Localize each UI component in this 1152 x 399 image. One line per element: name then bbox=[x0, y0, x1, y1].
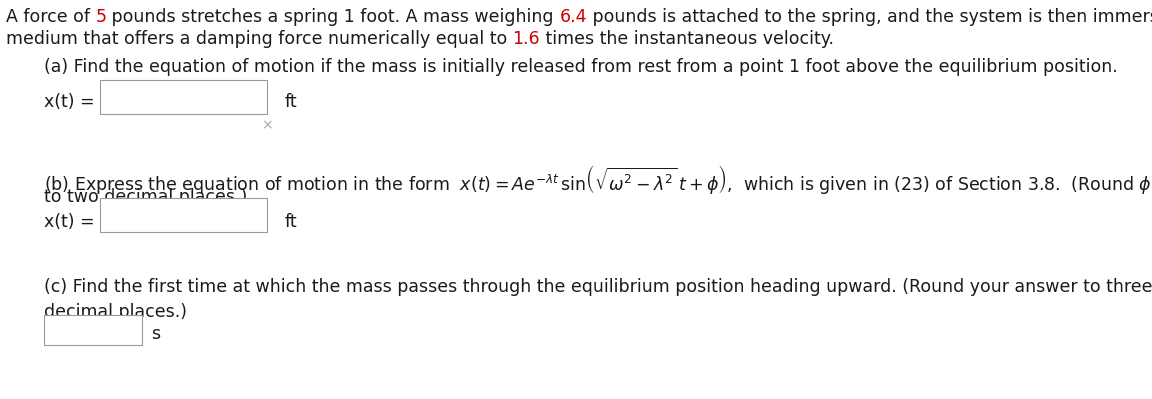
Bar bbox=[100, 198, 267, 232]
Text: A force of: A force of bbox=[6, 8, 96, 26]
Text: (c) Find the first time at which the mass passes through the equilibrium positio: (c) Find the first time at which the mas… bbox=[44, 278, 1152, 296]
Text: x(t) =: x(t) = bbox=[44, 93, 94, 111]
Text: ×: × bbox=[262, 118, 273, 132]
Text: 5: 5 bbox=[96, 8, 106, 26]
Bar bbox=[100, 80, 267, 114]
Text: to two decimal places.): to two decimal places.) bbox=[44, 188, 247, 206]
Text: s: s bbox=[151, 325, 160, 343]
Text: decimal places.): decimal places.) bbox=[44, 303, 187, 321]
Text: ft: ft bbox=[285, 213, 297, 231]
Text: x(t) =: x(t) = bbox=[44, 213, 94, 231]
Text: pounds stretches a spring 1 foot. A mass weighing: pounds stretches a spring 1 foot. A mass… bbox=[106, 8, 559, 26]
Text: (b) Express the equation of motion in the form  $x(t) = Ae^{-\lambda t}\,\sin\!\: (b) Express the equation of motion in th… bbox=[44, 163, 1152, 196]
Text: medium that offers a damping force numerically equal to: medium that offers a damping force numer… bbox=[6, 30, 513, 48]
Text: 6.4: 6.4 bbox=[559, 8, 586, 26]
Text: 1.6: 1.6 bbox=[513, 30, 540, 48]
Text: (a) Find the equation of motion if the mass is initially released from rest from: (a) Find the equation of motion if the m… bbox=[44, 58, 1117, 76]
Text: pounds is attached to the spring, and the system is then immersed in a: pounds is attached to the spring, and th… bbox=[586, 8, 1152, 26]
Text: ft: ft bbox=[285, 93, 297, 111]
Text: times the instantaneous velocity.: times the instantaneous velocity. bbox=[540, 30, 834, 48]
Bar bbox=[44, 315, 142, 345]
